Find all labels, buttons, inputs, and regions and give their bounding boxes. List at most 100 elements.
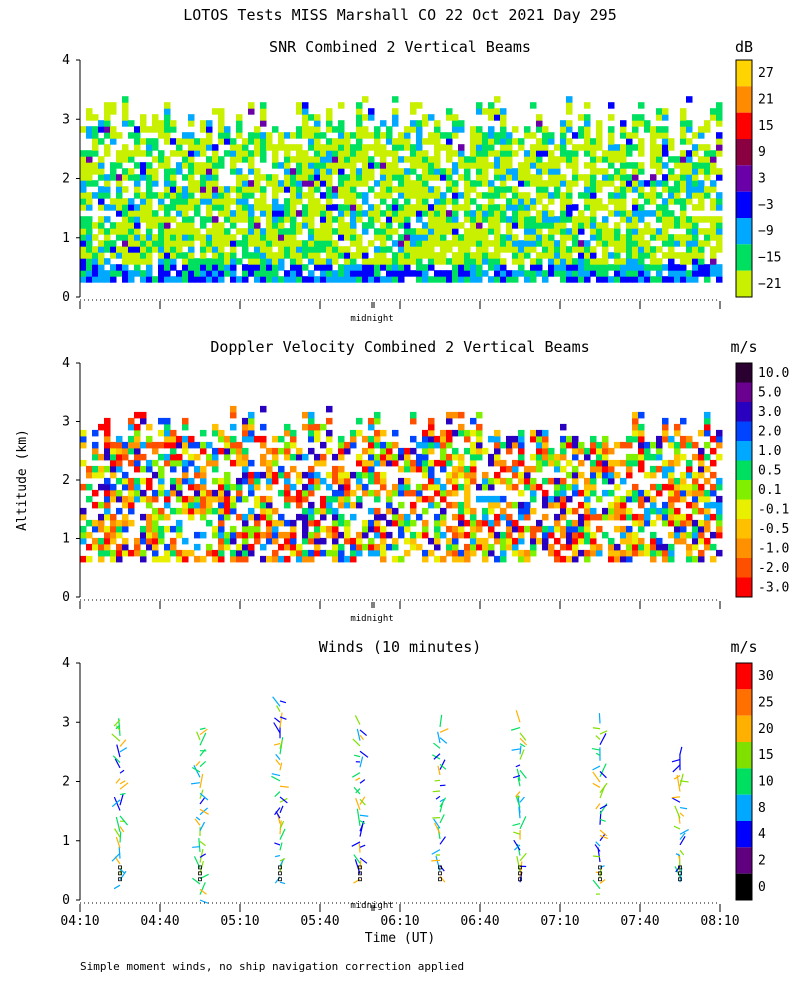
heatmap-cell bbox=[446, 258, 453, 265]
heatmap-cell bbox=[494, 264, 501, 271]
heatmap-cell bbox=[164, 186, 171, 193]
heatmap-cell bbox=[536, 216, 543, 223]
heatmap-cell bbox=[434, 441, 441, 449]
heatmap-cell bbox=[608, 555, 615, 563]
heatmap-cell bbox=[716, 531, 723, 539]
heatmap-cell bbox=[326, 192, 333, 199]
heatmap-cell bbox=[188, 180, 195, 187]
heatmap-cell bbox=[380, 477, 387, 485]
heatmap-cell bbox=[368, 423, 375, 431]
heatmap-cell bbox=[614, 543, 621, 551]
heatmap-cell bbox=[374, 417, 381, 425]
heatmap-cell bbox=[560, 192, 567, 199]
heatmap-cell bbox=[362, 132, 369, 139]
heatmap-cell bbox=[518, 216, 525, 223]
heatmap-cell bbox=[470, 240, 477, 247]
heatmap-cell bbox=[218, 264, 225, 271]
heatmap-cell bbox=[656, 162, 663, 169]
heatmap-cell bbox=[128, 495, 135, 503]
heatmap-cell bbox=[134, 192, 141, 199]
wind-barb bbox=[599, 833, 606, 842]
heatmap-cell bbox=[368, 435, 375, 443]
heatmap-cell bbox=[110, 126, 117, 133]
heatmap-cell bbox=[416, 465, 423, 473]
heatmap-cell bbox=[284, 228, 291, 235]
heatmap-cell bbox=[716, 204, 723, 211]
colorbar-swatch bbox=[736, 421, 752, 441]
heatmap-cell bbox=[272, 216, 279, 223]
heatmap-cell bbox=[290, 543, 297, 551]
heatmap-cell bbox=[656, 453, 663, 461]
heatmap-cell bbox=[566, 252, 573, 259]
heatmap-cell bbox=[332, 228, 339, 235]
heatmap-cell bbox=[656, 228, 663, 235]
heatmap-cell bbox=[668, 435, 675, 443]
wind-barb bbox=[279, 842, 283, 851]
heatmap-cell bbox=[254, 168, 261, 175]
heatmap-cell bbox=[458, 270, 465, 277]
heatmap-cell bbox=[278, 252, 285, 259]
heatmap-cell bbox=[482, 471, 489, 479]
heatmap-cell bbox=[644, 513, 651, 521]
heatmap-cell bbox=[398, 276, 405, 283]
heatmap-cell bbox=[596, 441, 603, 449]
heatmap-cell bbox=[272, 144, 279, 151]
heatmap-cell bbox=[710, 216, 717, 223]
wind-barb bbox=[113, 719, 121, 727]
heatmap-cell bbox=[368, 465, 375, 473]
heatmap-cell bbox=[512, 246, 519, 253]
heatmap-cell bbox=[170, 150, 177, 157]
heatmap-cell bbox=[416, 180, 423, 187]
wind-barb bbox=[115, 725, 121, 731]
wind-barb bbox=[595, 735, 601, 740]
heatmap-cell bbox=[98, 276, 105, 283]
heatmap-cell bbox=[434, 162, 441, 169]
heatmap-cell bbox=[80, 264, 87, 271]
heatmap-cell bbox=[590, 156, 597, 163]
wind-barb bbox=[355, 798, 361, 811]
heatmap-cell bbox=[662, 114, 669, 121]
wind-barb bbox=[199, 899, 209, 904]
wind-barb bbox=[119, 782, 129, 790]
heatmap-cell bbox=[488, 192, 495, 199]
heatmap-cell bbox=[320, 276, 327, 283]
heatmap-cell bbox=[434, 168, 441, 175]
heatmap-cell bbox=[212, 180, 219, 187]
heatmap-cell bbox=[692, 270, 699, 277]
heatmap-cell bbox=[104, 180, 111, 187]
heatmap-cell bbox=[224, 471, 231, 479]
heatmap-cell bbox=[110, 222, 117, 229]
heatmap-cell bbox=[410, 252, 417, 259]
colorbar-label: −3 bbox=[758, 198, 774, 213]
heatmap-cell bbox=[236, 543, 243, 551]
heatmap-cell bbox=[200, 507, 207, 515]
wind-barb bbox=[439, 814, 445, 824]
heatmap-cell bbox=[272, 234, 279, 241]
heatmap-cell bbox=[224, 228, 231, 235]
heatmap-cell bbox=[392, 228, 399, 235]
heatmap-cell bbox=[230, 210, 237, 217]
heatmap-cell bbox=[296, 186, 303, 193]
heatmap-cell bbox=[710, 198, 717, 205]
heatmap-cell bbox=[662, 132, 669, 139]
heatmap-cell bbox=[212, 555, 219, 563]
heatmap-cell bbox=[470, 198, 477, 205]
heatmap-cell bbox=[428, 258, 435, 265]
heatmap-cell bbox=[104, 270, 111, 277]
heatmap-cell bbox=[518, 258, 525, 265]
heatmap-cell bbox=[134, 204, 141, 211]
heatmap-cell bbox=[596, 180, 603, 187]
heatmap-cell bbox=[686, 120, 693, 127]
heatmap-cell bbox=[584, 549, 591, 557]
heatmap-cell bbox=[188, 483, 195, 491]
heatmap-cell bbox=[536, 429, 543, 437]
heatmap-cell bbox=[674, 495, 681, 503]
heatmap-cell bbox=[506, 156, 513, 163]
wind-marker bbox=[678, 877, 682, 882]
heatmap-cell bbox=[602, 507, 609, 515]
heatmap-cell bbox=[92, 168, 99, 175]
heatmap-cell bbox=[296, 513, 303, 521]
heatmap-cell bbox=[350, 549, 357, 557]
heatmap-cell bbox=[518, 240, 525, 247]
heatmap-cell bbox=[332, 192, 339, 199]
